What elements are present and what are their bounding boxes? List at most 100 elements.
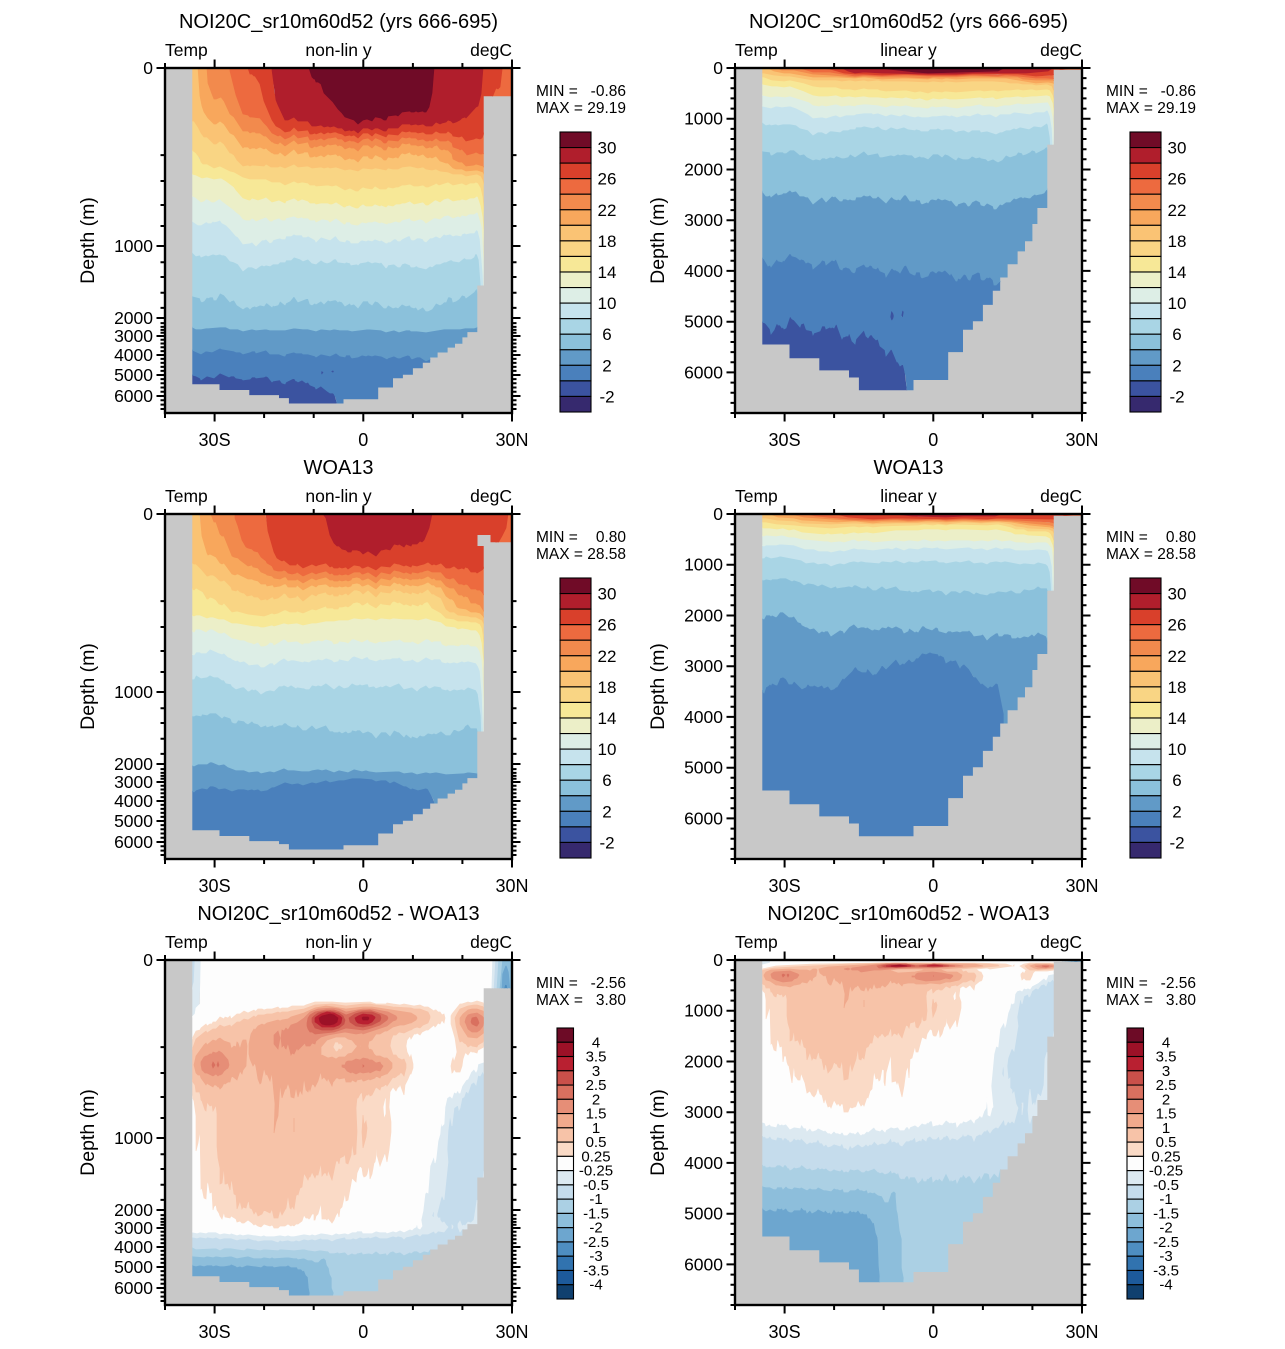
svg-text:2: 2 [592,1091,600,1108]
svg-text:29.19: 29.19 [1157,100,1196,117]
svg-text:MAX =: MAX = [536,992,583,1009]
svg-text:linear y: linear y [880,486,937,506]
svg-text:22: 22 [1168,647,1187,666]
svg-text:-1: -1 [589,1191,602,1208]
svg-text:30S: 30S [199,1322,231,1342]
svg-text:Depth (m): Depth (m) [647,1089,669,1176]
svg-text:0.5: 0.5 [1156,1134,1177,1151]
svg-text:MIN =: MIN = [536,83,578,100]
svg-text:0: 0 [713,58,723,78]
svg-text:3000: 3000 [684,210,723,230]
svg-text:degC: degC [470,40,512,60]
svg-text:-0.86: -0.86 [1161,83,1196,100]
svg-text:1000: 1000 [684,555,723,575]
svg-text:-2.5: -2.5 [583,1234,609,1251]
svg-text:30: 30 [598,139,617,158]
svg-text:30N: 30N [1065,876,1098,896]
svg-text:22: 22 [598,201,617,220]
svg-text:30S: 30S [769,876,801,896]
svg-text:3.5: 3.5 [1156,1049,1177,1066]
svg-text:degC: degC [470,486,512,506]
svg-text:6: 6 [1172,771,1181,790]
svg-text:6000: 6000 [114,1278,153,1298]
svg-text:Temp: Temp [165,932,208,952]
svg-text:5000: 5000 [114,1257,153,1277]
svg-text:14: 14 [598,263,617,282]
svg-text:non-lin y: non-lin y [305,932,371,952]
svg-text:0: 0 [358,1322,368,1342]
svg-text:1.5: 1.5 [1156,1106,1177,1123]
svg-text:-2: -2 [599,387,614,406]
svg-text:2: 2 [602,356,611,375]
svg-text:degC: degC [1040,40,1082,60]
svg-text:3.80: 3.80 [1166,992,1197,1009]
svg-text:4000: 4000 [114,1237,153,1257]
svg-text:2000: 2000 [114,754,153,774]
svg-text:3000: 3000 [684,656,723,676]
svg-text:NOI20C_sr10m60d52 - WOA13: NOI20C_sr10m60d52 - WOA13 [767,903,1049,925]
svg-text:2000: 2000 [114,308,153,328]
svg-text:1: 1 [592,1120,600,1137]
svg-text:MAX =: MAX = [536,100,583,117]
svg-text:2000: 2000 [114,1200,153,1220]
svg-text:Temp: Temp [735,486,778,506]
svg-text:0.80: 0.80 [1166,529,1197,546]
svg-text:26: 26 [1168,616,1187,635]
svg-text:-1: -1 [1159,1191,1172,1208]
svg-text:2: 2 [1172,802,1181,821]
svg-text:NOI20C_sr10m60d52 - WOA13: NOI20C_sr10m60d52 - WOA13 [197,903,479,925]
svg-text:-4: -4 [589,1277,602,1294]
svg-text:0: 0 [928,876,938,896]
svg-text:3: 3 [1162,1063,1170,1080]
svg-text:-2.56: -2.56 [591,975,626,992]
svg-text:linear y: linear y [880,932,937,952]
svg-text:4: 4 [592,1034,600,1051]
svg-text:-1.5: -1.5 [1153,1205,1179,1222]
svg-text:3.5: 3.5 [586,1049,607,1066]
svg-text:29.19: 29.19 [587,100,626,117]
svg-text:degC: degC [470,932,512,952]
svg-text:26: 26 [598,170,617,189]
svg-text:6: 6 [602,771,611,790]
svg-text:0: 0 [928,430,938,450]
svg-text:4000: 4000 [114,345,153,365]
svg-text:0: 0 [143,504,153,524]
svg-text:6000: 6000 [684,1254,723,1274]
svg-text:3.80: 3.80 [596,992,627,1009]
svg-text:Depth (m): Depth (m) [77,197,99,284]
svg-text:-2: -2 [1169,833,1184,852]
svg-text:28.58: 28.58 [587,546,626,563]
svg-text:30N: 30N [495,430,528,450]
svg-text:30S: 30S [199,430,231,450]
svg-text:3000: 3000 [684,1102,723,1122]
svg-text:MIN =: MIN = [536,529,578,546]
svg-text:2000: 2000 [684,605,723,625]
svg-text:0.25: 0.25 [1151,1148,1180,1165]
svg-text:MIN =: MIN = [1106,83,1148,100]
svg-text:2: 2 [602,802,611,821]
svg-text:non-lin y: non-lin y [305,486,371,506]
svg-text:0.5: 0.5 [586,1134,607,1151]
svg-text:18: 18 [598,678,617,697]
svg-text:2.5: 2.5 [586,1077,607,1094]
svg-text:6000: 6000 [684,362,723,382]
svg-text:10: 10 [1168,294,1187,313]
svg-text:WOA13: WOA13 [303,457,373,479]
svg-text:-2: -2 [1159,1220,1172,1237]
svg-text:0: 0 [928,1322,938,1342]
svg-text:MAX =: MAX = [536,546,583,563]
svg-text:-2.5: -2.5 [1153,1234,1179,1251]
svg-text:30: 30 [598,585,617,604]
svg-text:4000: 4000 [684,261,723,281]
svg-text:18: 18 [1168,232,1187,251]
svg-text:30S: 30S [199,876,231,896]
svg-text:2.5: 2.5 [1156,1077,1177,1094]
svg-text:1: 1 [1162,1120,1170,1137]
svg-text:30S: 30S [769,1322,801,1342]
svg-text:18: 18 [598,232,617,251]
svg-text:6: 6 [1172,325,1181,344]
svg-text:4000: 4000 [114,791,153,811]
svg-text:NOI20C_sr10m60d52 (yrs 666-695: NOI20C_sr10m60d52 (yrs 666-695) [749,11,1068,33]
svg-text:-2: -2 [599,833,614,852]
svg-text:Temp: Temp [735,40,778,60]
